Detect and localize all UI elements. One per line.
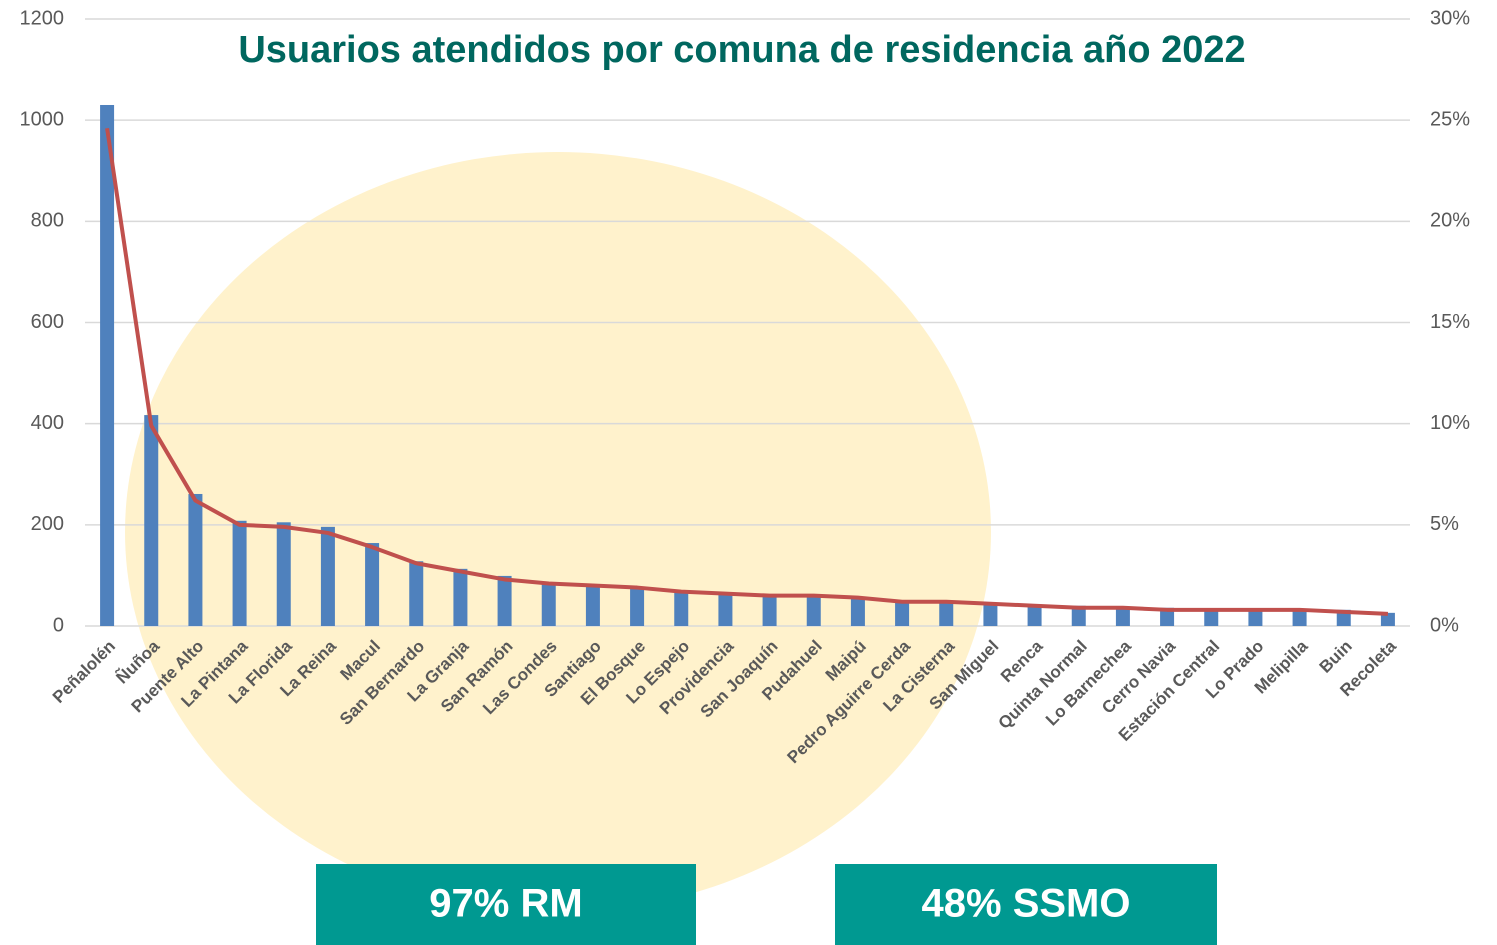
y-tick-label: 0 — [53, 614, 64, 636]
bar — [365, 543, 380, 626]
bar — [144, 415, 159, 626]
bar — [806, 595, 821, 626]
y2-tick-label: 5% — [1430, 513, 1459, 535]
bar — [453, 568, 468, 626]
y-tick-label: 1000 — [20, 108, 65, 130]
y-tick-label: 1200 — [20, 7, 65, 29]
bar — [100, 104, 115, 626]
highlight-ellipse — [125, 152, 991, 912]
annotation: 97% RM — [429, 882, 582, 926]
x-tick-label: Peñalolén — [49, 637, 119, 707]
annotation-box — [316, 864, 696, 945]
y2-tick-label: 30% — [1430, 7, 1470, 29]
bar — [1115, 606, 1130, 626]
y2-tick-label: 10% — [1430, 412, 1470, 434]
bar — [674, 590, 689, 626]
y2-tick-label: 25% — [1430, 108, 1470, 130]
bar — [1380, 612, 1395, 626]
y2-tick-label: 15% — [1430, 311, 1470, 333]
y-tick-label: 200 — [31, 513, 64, 535]
bar — [630, 587, 645, 626]
bar — [497, 575, 512, 626]
bar — [983, 603, 998, 626]
y-tick-label: 600 — [31, 311, 64, 333]
bar — [1160, 607, 1175, 626]
bar — [585, 585, 600, 626]
bar — [718, 592, 733, 626]
y2-tick-label: 20% — [1430, 210, 1470, 232]
annotation-box — [835, 864, 1217, 945]
x-tick-label: Buin — [1316, 637, 1356, 677]
bar — [1027, 604, 1042, 626]
bar — [188, 493, 203, 626]
bar — [939, 601, 954, 626]
bar — [1292, 609, 1307, 626]
y-tick-label: 800 — [31, 210, 64, 232]
bar — [232, 520, 247, 626]
bar — [1248, 608, 1263, 626]
bar — [1204, 608, 1219, 626]
y-tick-label: 400 — [31, 412, 64, 434]
bar — [895, 600, 910, 626]
bar — [1071, 605, 1086, 626]
line — [105, 127, 1389, 616]
bar — [409, 561, 424, 626]
bar — [276, 522, 291, 626]
bar — [541, 584, 556, 626]
chart-title: Usuarios atendidos por comuna de residen… — [238, 29, 1245, 71]
bar — [850, 597, 865, 626]
y2-tick-label: 0% — [1430, 614, 1459, 636]
bar — [320, 526, 335, 626]
annotation: 48% SSMO — [922, 882, 1131, 926]
bar — [762, 594, 777, 626]
